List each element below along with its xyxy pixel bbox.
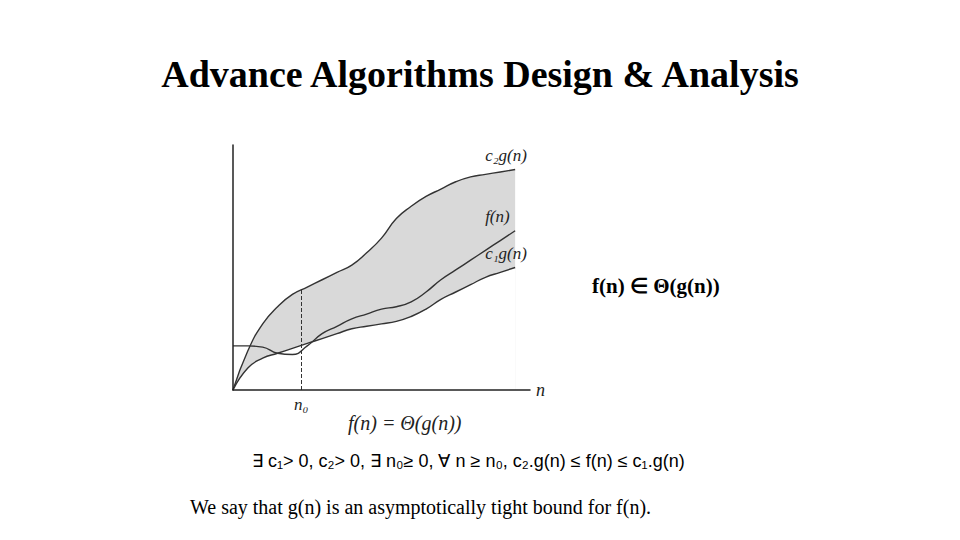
- html-text:f(n) ∈ Θ(g(n)): f(n) ∈ Θ(g(n)): [592, 274, 720, 298]
- html-text:We say that g(n) is an asympto: We say that g(n) is an asymptotically ti…: [190, 496, 652, 518]
- svg-text:f(n): f(n): [485, 207, 510, 226]
- html-text:Advance Algorithms Design & An: Advance Algorithms Design & Analysis: [161, 53, 799, 95]
- svg-text:n₀: n₀: [294, 395, 309, 414]
- svg-text:c₁g(n): c₁g(n): [485, 244, 527, 263]
- svg-text:c₂g(n): c₂g(n): [485, 146, 527, 165]
- html-text:∃ c₁> 0, c₂> 0, ∃ n₀≥ 0, ∀ n ≥: ∃ c₁> 0, c₂> 0, ∃ n₀≥ 0, ∀ n ≥ n₀, c₂.g(…: [252, 451, 685, 471]
- svg-text:n: n: [536, 380, 545, 400]
- svg-text:f(n) = Θ(g(n)): f(n) = Θ(g(n)): [348, 412, 462, 435]
